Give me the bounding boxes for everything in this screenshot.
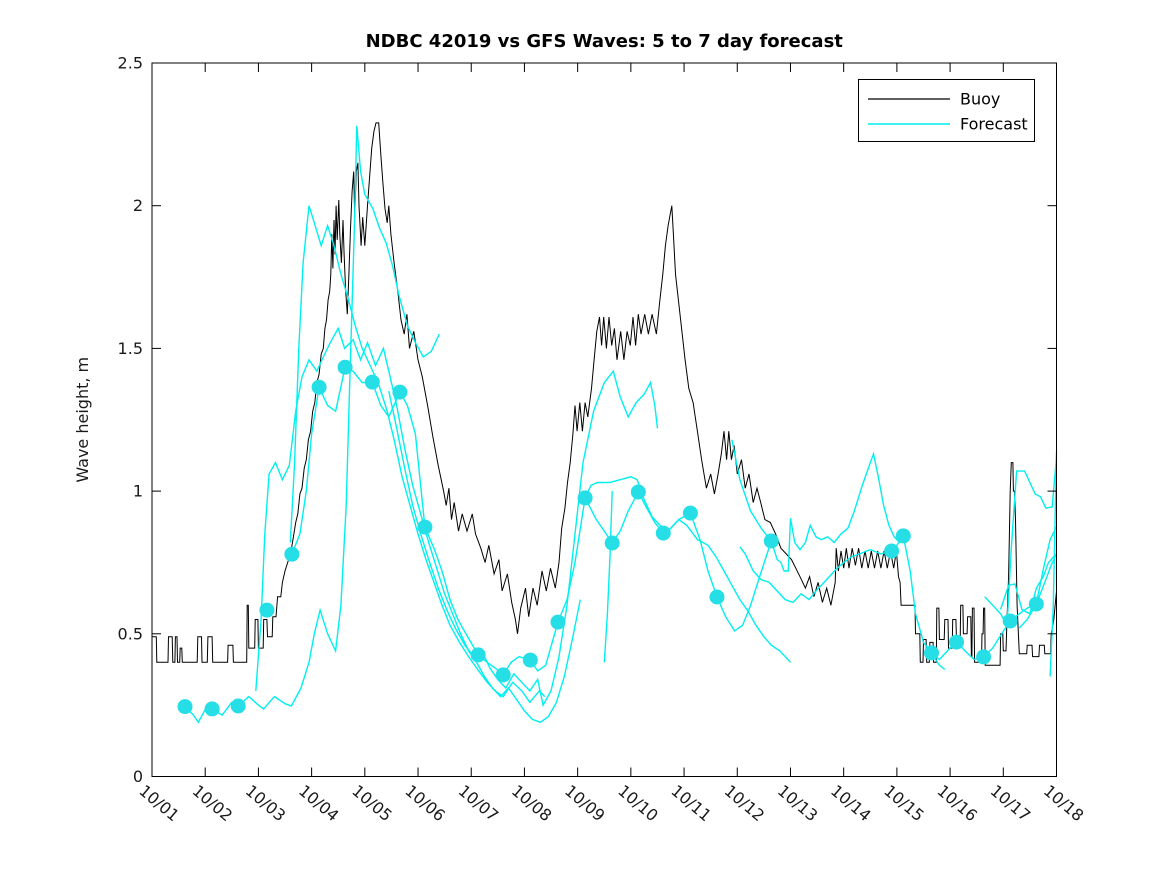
forecast-marker-dot bbox=[417, 519, 433, 535]
forecast-marker-dot bbox=[284, 546, 300, 562]
y-tick-label: 1.5 bbox=[118, 339, 143, 358]
x-tick-label: 10/13 bbox=[774, 781, 822, 825]
forecast-marker-dot bbox=[259, 602, 275, 618]
forecast-segment-line bbox=[984, 456, 1058, 628]
forecast-marker-dot bbox=[604, 535, 620, 551]
y-axis: 0 0.5 1 1.5 2 2.5 bbox=[118, 54, 1057, 786]
forecast-marker-dot bbox=[682, 505, 698, 521]
forecast-marker-dot bbox=[709, 589, 725, 605]
forecast-marker-dot bbox=[895, 528, 911, 544]
forecast-marker-dot bbox=[763, 533, 779, 549]
chart-title: NDBC 42019 vs GFS Waves: 5 to 7 day fore… bbox=[366, 31, 844, 52]
forecast-start-markers bbox=[177, 359, 1044, 717]
forecast-marker-dot bbox=[204, 701, 220, 717]
forecast-marker-dot bbox=[976, 649, 992, 665]
y-tick-label: 0.5 bbox=[118, 624, 143, 643]
forecast-marker-dot bbox=[470, 647, 486, 663]
x-tick-label: 10/09 bbox=[561, 781, 609, 825]
x-tick-label: 10/06 bbox=[401, 781, 449, 825]
x-tick-label: 10/16 bbox=[934, 781, 982, 825]
y-tick-label: 0 bbox=[133, 767, 143, 786]
x-tick-label: 10/01 bbox=[135, 781, 183, 825]
y-tick-label: 2.5 bbox=[118, 54, 143, 73]
x-tick-label: 10/08 bbox=[508, 781, 556, 825]
forecast-marker-dot bbox=[949, 634, 964, 650]
legend-label-forecast: Forecast bbox=[960, 115, 1028, 134]
forecast-segment-line bbox=[255, 326, 581, 724]
y-tick-label: 2 bbox=[133, 196, 143, 215]
legend: Buoy Forecast bbox=[858, 79, 1035, 142]
forecast-segment-line bbox=[291, 366, 772, 676]
x-tick-label: 10/12 bbox=[721, 781, 769, 825]
forecast-marker-dot bbox=[924, 645, 939, 661]
forecast-marker-dot bbox=[655, 525, 671, 541]
plot-box bbox=[151, 62, 1057, 777]
x-tick-label: 10/11 bbox=[667, 781, 715, 825]
x-tick-label: 10/14 bbox=[827, 781, 875, 825]
x-tick-label: 10/05 bbox=[348, 781, 396, 825]
forecast-segment-line bbox=[584, 476, 792, 663]
forecast-marker-dot bbox=[337, 359, 353, 375]
forecast-marker-dot bbox=[177, 699, 193, 715]
x-tick-label: 10/18 bbox=[1040, 781, 1088, 825]
y-axis-label: Wave height, m bbox=[73, 357, 92, 483]
forecast-marker-dot bbox=[311, 379, 327, 395]
forecast-segment-line bbox=[289, 205, 546, 704]
forecast-series-lines bbox=[184, 125, 1058, 724]
forecast-segment-line bbox=[739, 534, 946, 671]
forecast-segment-line bbox=[1049, 451, 1058, 677]
x-tick-label: 10/04 bbox=[295, 781, 343, 825]
forecast-segment-line bbox=[731, 439, 904, 572]
forecast-marker-dot bbox=[522, 652, 538, 668]
plot-series bbox=[152, 122, 1058, 724]
forecast-marker-dot bbox=[392, 384, 408, 400]
buoy-series-line bbox=[152, 122, 1057, 666]
legend-label-buoy: Buoy bbox=[960, 90, 1000, 109]
forecast-marker-dot bbox=[364, 374, 380, 390]
forecast-segment-line bbox=[388, 369, 659, 708]
forecast-marker-dot bbox=[577, 490, 593, 506]
x-tick-label: 10/02 bbox=[189, 781, 237, 825]
x-tick-label: 10/03 bbox=[242, 781, 290, 825]
forecast-marker-dot bbox=[1002, 613, 1018, 629]
x-tick-label: 10/07 bbox=[455, 781, 503, 825]
x-tick-label: 10/10 bbox=[614, 781, 662, 825]
forecast-marker-dot bbox=[630, 484, 646, 500]
forecast-segment-line bbox=[1018, 526, 1058, 629]
forecast-marker-dot bbox=[884, 543, 900, 559]
forecast-marker-dot bbox=[495, 667, 511, 683]
x-tick-label: 10/15 bbox=[880, 781, 928, 825]
forecast-marker-dot bbox=[550, 614, 566, 630]
x-axis: 10/01 10/02 10/03 10/04 10/05 10/06 10/07 10/08… bbox=[135, 63, 1087, 825]
forecast-segment-line bbox=[999, 553, 1058, 615]
forecast-segment-line bbox=[603, 491, 613, 663]
y-tick-label: 1 bbox=[133, 482, 143, 501]
x-tick-label: 10/17 bbox=[987, 781, 1035, 825]
forecast-marker-dot bbox=[230, 698, 246, 714]
forecast-marker-dot bbox=[1028, 596, 1044, 612]
